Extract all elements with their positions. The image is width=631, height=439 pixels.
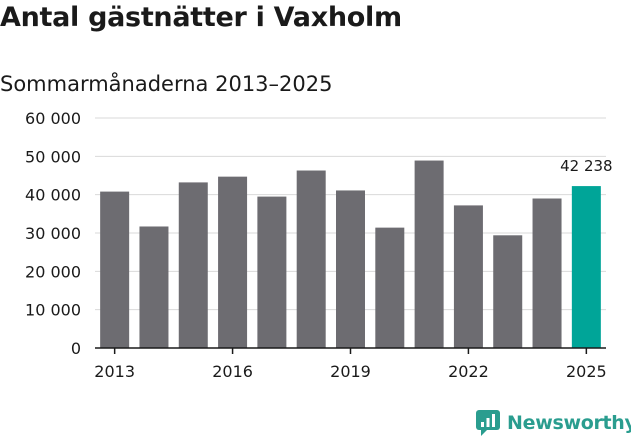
newsworthy-logo-icon: [476, 410, 500, 436]
highlight-value-label: 42 238: [560, 157, 613, 175]
y-axis-ticks: 0 10 000 20 000 30 000 40 000 50 000 60 000: [25, 109, 81, 358]
bar-2013: [100, 191, 130, 348]
y-tick-label: 50 000: [25, 147, 81, 166]
brand-logo: Newsworthy: [475, 408, 631, 438]
chart-title: Antal gästnätter i Vaxholm: [0, 2, 402, 33]
bar-2024: [532, 198, 562, 348]
y-tick-label: 10 000: [25, 301, 81, 320]
bar-2022: [453, 205, 483, 348]
bar-2014: [139, 226, 169, 348]
bar-2018: [296, 170, 326, 348]
bar-2020: [375, 227, 405, 348]
x-tick-label: 2013: [94, 362, 135, 381]
bar-2023: [493, 235, 523, 348]
bar-2025: [571, 186, 601, 348]
bar-2021: [414, 160, 444, 348]
x-tick-label: 2022: [448, 362, 489, 381]
x-axis-ticks: 2013 2016 2019 2022 2025: [94, 348, 607, 381]
y-tick-label: 0: [71, 339, 81, 358]
chart-subtitle: Sommarmånaderna 2013–2025: [0, 72, 333, 96]
x-tick-label: 2025: [566, 362, 607, 381]
bar-2019: [336, 190, 365, 348]
y-tick-label: 60 000: [25, 109, 81, 128]
x-tick-label: 2016: [212, 362, 253, 381]
x-tick-label: 2019: [330, 362, 371, 381]
brand-name: Newsworthy: [507, 412, 631, 434]
bar-2016: [218, 176, 248, 348]
y-tick-label: 20 000: [25, 262, 81, 281]
bar-2015: [178, 182, 208, 348]
y-tick-label: 30 000: [25, 224, 81, 243]
bars: [100, 160, 601, 348]
y-tick-label: 40 000: [25, 186, 81, 205]
bar-2017: [257, 196, 287, 348]
